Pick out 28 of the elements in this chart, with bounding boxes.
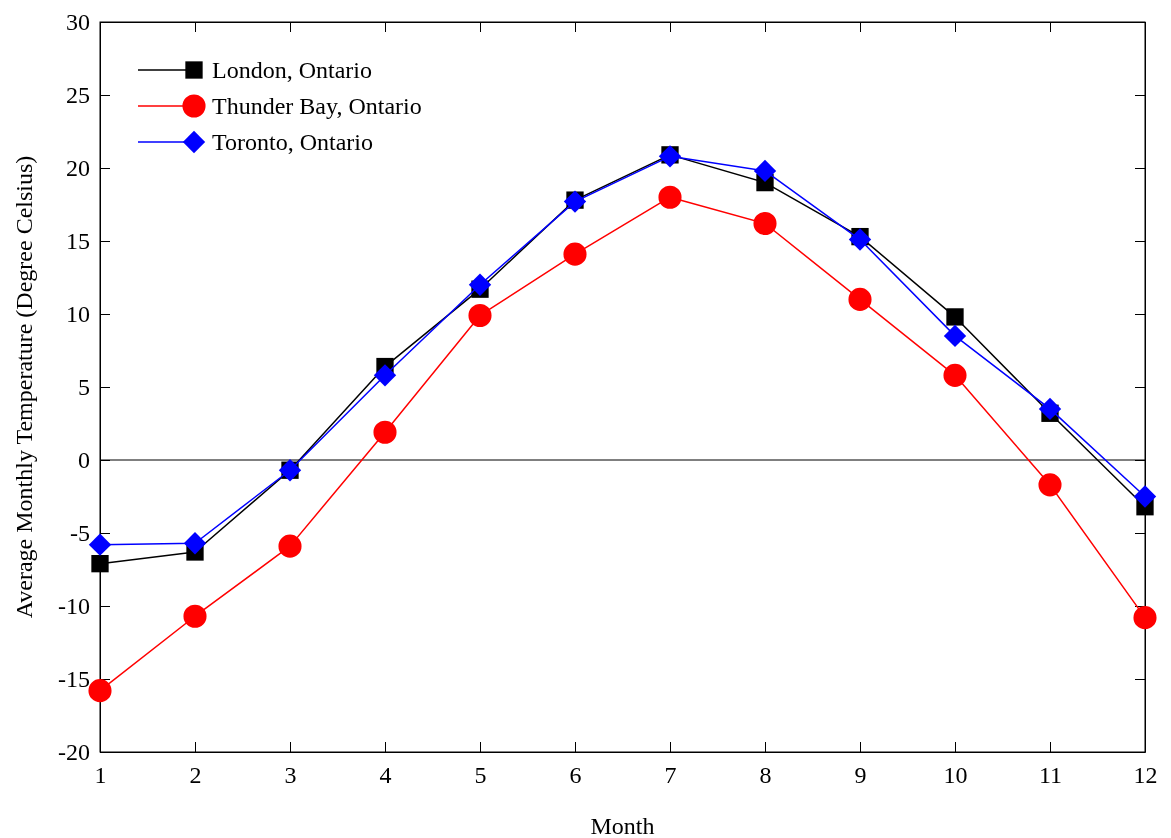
y-tick-label: 25	[66, 82, 90, 109]
y-tick-label: 0	[78, 447, 90, 474]
x-tick-label: 9	[854, 762, 867, 789]
x-tick-label: 6	[569, 762, 582, 789]
x-tick-label: 8	[759, 762, 772, 789]
x-axis-title: Month	[590, 813, 655, 838]
y-tick-label: 5	[78, 374, 90, 401]
y-axis-title: Average Monthly Temperature (Degree Celsius)	[11, 155, 37, 619]
x-tick-label: 4	[379, 762, 392, 789]
legend-label: London, Ontario	[212, 57, 372, 83]
x-tick-label: 11	[1038, 762, 1063, 789]
y-tick-label: 20	[66, 155, 90, 182]
y-tick-label: 10	[66, 301, 90, 328]
legend-label: Thunder Bay, Ontario	[212, 93, 422, 119]
x-tick-label: 12	[1133, 762, 1158, 789]
x-tick-label: 5	[474, 762, 487, 789]
y-tick-label: -5	[70, 520, 90, 547]
x-tick-label: 3	[284, 762, 297, 789]
y-tick-label: -20	[58, 739, 90, 766]
y-tick-label: -15	[58, 666, 90, 693]
y-tick-label: 15	[66, 228, 90, 255]
y-tick-label: 30	[66, 9, 90, 36]
legend-label: Toronto, Ontario	[212, 129, 373, 155]
y-tick-label: -10	[58, 593, 90, 620]
x-tick-label: 7	[664, 762, 677, 789]
x-tick-label: 10	[943, 762, 968, 789]
x-tick-label: 2	[189, 762, 202, 789]
x-tick-label: 1	[94, 762, 107, 789]
